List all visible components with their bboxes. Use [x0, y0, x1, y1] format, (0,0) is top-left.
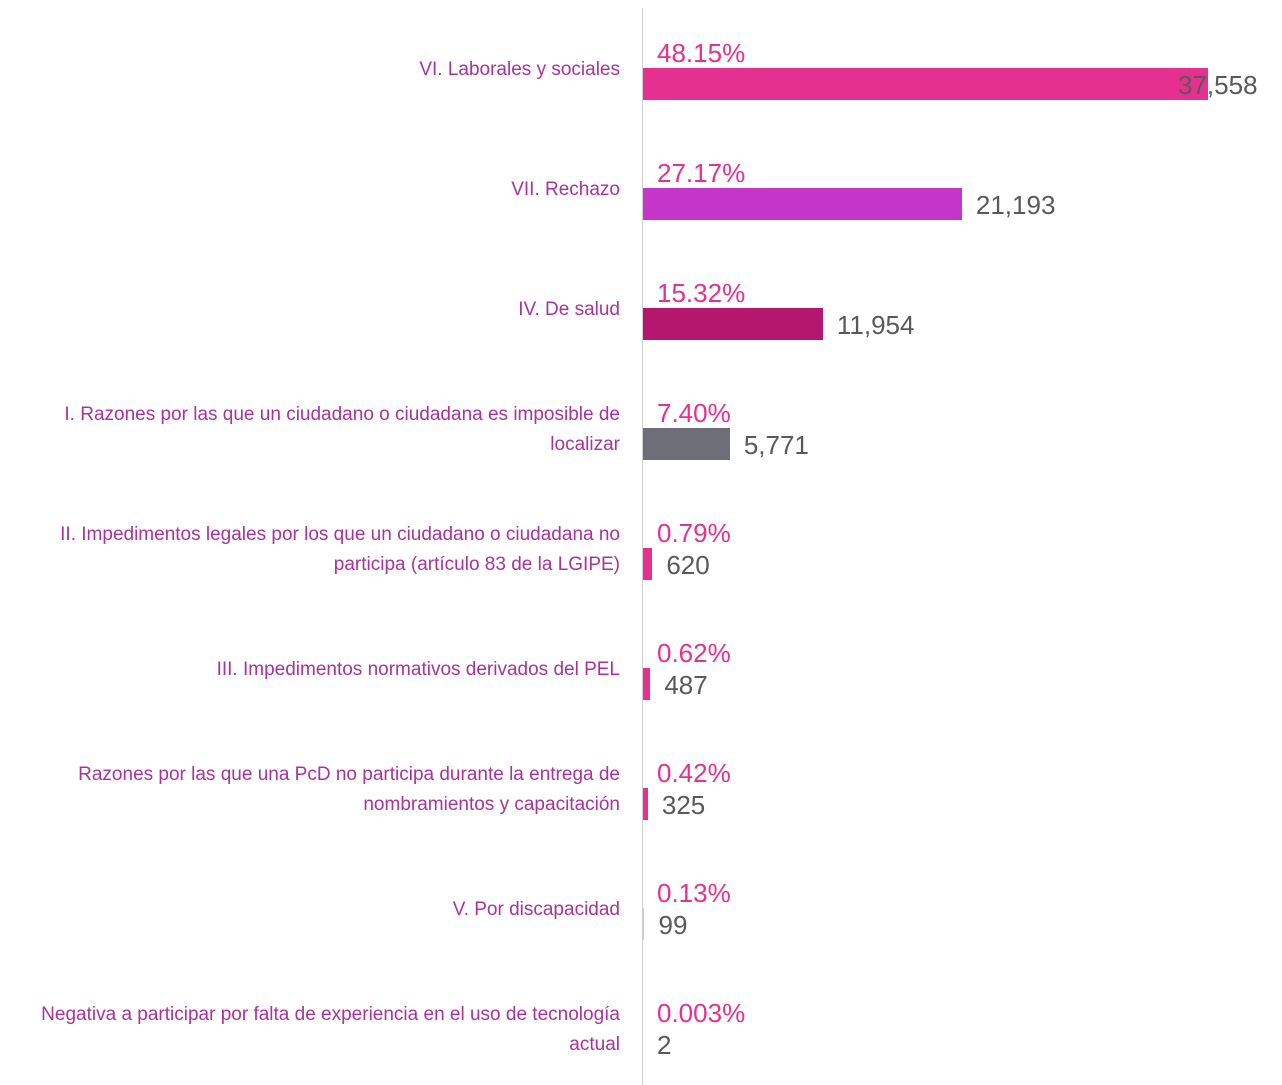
value-label: 11,954	[836, 310, 915, 340]
percent-label: 0.003%	[657, 998, 746, 1028]
category-label: VII. Rechazo	[511, 179, 620, 200]
category-label: I. Razones por las que un ciudadano o ci…	[64, 404, 620, 455]
bar	[643, 308, 823, 340]
percent-label: 48.15%	[657, 38, 746, 68]
percent-label: 0.42%	[657, 758, 731, 788]
value-label: 325	[661, 790, 706, 820]
bar	[643, 428, 730, 460]
category-label: III. Impedimentos normativos derivados d…	[216, 659, 620, 680]
bar	[643, 788, 648, 820]
category-label: VI. Laborales y sociales	[419, 59, 620, 80]
value-label: 5,771	[743, 430, 809, 460]
bar	[643, 908, 645, 940]
percent-label: 7.40%	[657, 398, 731, 428]
category-label: IV. De salud	[518, 299, 620, 320]
value-label: 2	[657, 1030, 672, 1060]
percent-label: 0.13%	[657, 878, 731, 908]
bar	[643, 548, 653, 580]
percent-label: 15.32%	[657, 278, 746, 308]
percent-label: 0.62%	[657, 638, 731, 668]
value-label: 21,193	[975, 190, 1056, 220]
bar	[643, 668, 651, 700]
bar	[643, 188, 962, 220]
category-label: Negativa a participar por falta de exper…	[41, 1004, 620, 1055]
value-label: 37,558	[1178, 70, 1258, 100]
category-label: II. Impedimentos legales por los que un …	[60, 524, 620, 575]
value-label: 620	[666, 550, 710, 580]
category-label: Razones por las que una PcD no participa…	[78, 764, 620, 815]
category-label: V. Por discapacidad	[452, 899, 620, 920]
percent-label: 0.79%	[657, 518, 731, 548]
value-label: 487	[664, 670, 708, 700]
value-label: 99	[658, 910, 688, 940]
bar	[643, 68, 1209, 100]
percent-label: 27.17%	[657, 158, 746, 188]
axis-line	[642, 8, 643, 1085]
